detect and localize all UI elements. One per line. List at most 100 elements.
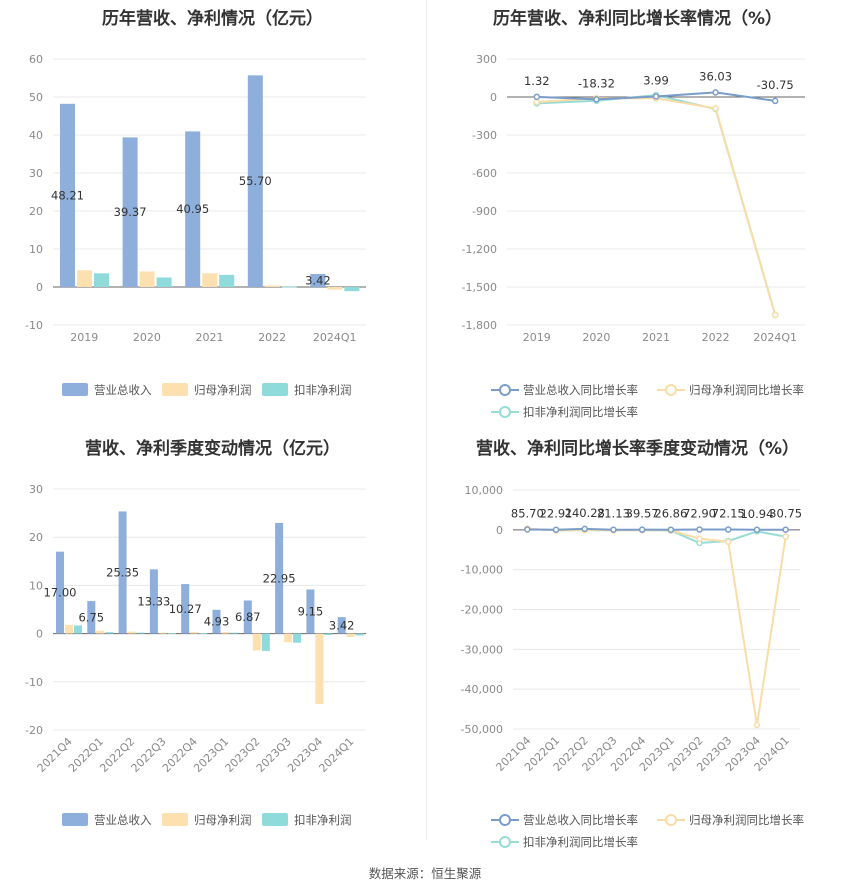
bar (337, 617, 346, 634)
data-point (712, 89, 719, 96)
data-label: 10.27 (169, 602, 202, 616)
bar (158, 632, 167, 634)
data-point (696, 535, 703, 542)
data-point (782, 526, 789, 533)
data-point (610, 526, 617, 533)
legend-marker (665, 814, 677, 826)
bar (202, 273, 218, 287)
data-label: 13.33 (137, 594, 170, 608)
data-point (638, 526, 646, 533)
x-tick-label: 2020 (133, 331, 161, 344)
legend-label: 扣非净利润 (294, 813, 352, 827)
legend-swatch (62, 383, 88, 396)
bar (199, 633, 208, 634)
y-tick-label: 20 (29, 531, 43, 544)
data-point (667, 526, 675, 533)
data-point (652, 93, 660, 100)
series-line (527, 527, 786, 531)
legend-label: 归母净利润 (194, 383, 252, 397)
bar (355, 633, 364, 636)
bar (219, 274, 235, 287)
bar (252, 633, 261, 651)
y-tick-label: 30 (29, 483, 43, 496)
annual-amount-plot: -10 0 10 20 30 40 50 60 2019 48.21 2020 39.37 2021 40… (25, 53, 366, 397)
data-label: 48.21 (51, 188, 84, 202)
y-tick-label: 0 (490, 91, 497, 104)
annual-growth-chart: 历年营收、净利同比增长率情况（%） 300 0 -300 -600 -900 -1,200… (425, 0, 850, 430)
x-tick-label: 2020 (582, 331, 610, 344)
bar (156, 277, 172, 287)
bar (190, 632, 199, 634)
data-label: 21.13 (597, 507, 630, 521)
y-tick-label: -50,000 (461, 723, 503, 736)
legend-marker (499, 384, 511, 396)
series-line (527, 527, 787, 726)
bar (344, 287, 360, 292)
legend-marker (499, 814, 511, 826)
data-label: 17.00 (44, 586, 77, 600)
y-tick-label: 40 (29, 129, 43, 142)
bar (230, 632, 239, 634)
bar (221, 632, 230, 634)
y-tick-label: -20,000 (461, 604, 503, 617)
legend-label: 归母净利润同比增长率 (689, 383, 804, 397)
bar (310, 274, 326, 287)
data-label: 240.28 (565, 506, 605, 520)
x-tick-label: 2024Q1 (313, 331, 357, 344)
data-label: 3.42 (329, 618, 355, 632)
y-tick-label: -10 (25, 676, 43, 689)
x-tick-label: 2021 (642, 331, 670, 344)
y-tick-label: 0 (496, 524, 503, 537)
x-tick-label: 2022 (702, 331, 730, 344)
data-label: 3.42 (305, 274, 331, 288)
y-tick-label: 0 (36, 281, 43, 294)
data-label: 72.90 (683, 507, 716, 521)
bar (264, 285, 280, 287)
data-point (725, 538, 732, 546)
bar (281, 286, 297, 288)
bar (60, 103, 75, 287)
legend-marker (499, 406, 511, 418)
bar (324, 633, 333, 636)
data-label: 85.70 (511, 506, 544, 520)
data-point (696, 526, 703, 533)
data-label: 36.03 (699, 69, 732, 83)
bar (122, 137, 138, 287)
x-tick-label: 2019 (70, 331, 98, 344)
data-label: 72.15 (712, 507, 745, 521)
bar (139, 271, 155, 287)
bar (284, 633, 293, 643)
legend-label: 营业总收入同比增长率 (523, 383, 638, 397)
quarterly-growth-plot: 10,000 0 -10,000 -20,000 -30,000 -40,000 -50,0… (461, 484, 804, 849)
data-point (581, 525, 588, 533)
quarterly-amount-chart: 营收、净利季度变动情况（亿元） -20 -10 0 10 20 30 2021Q4 17.00… (0, 430, 425, 860)
bar (118, 511, 127, 634)
legend-label: 扣非净利润 (294, 383, 352, 397)
bar (74, 625, 82, 634)
data-label: 6.75 (78, 610, 104, 624)
bar (185, 131, 201, 287)
data-point (771, 311, 779, 319)
data-label: 9.15 (298, 605, 324, 619)
y-tick-label: 30 (29, 167, 43, 180)
y-tick-label: 50 (29, 91, 43, 104)
bar (136, 632, 145, 634)
bar (212, 609, 221, 634)
x-tick-label: 2019 (523, 331, 551, 344)
y-tick-label: -10,000 (461, 564, 503, 577)
legend-label: 扣非净利润同比增长率 (523, 835, 638, 849)
legend-swatch (162, 383, 188, 396)
data-label: 26.86 (654, 507, 687, 521)
bar (261, 633, 270, 651)
quarterly-growth-chart: 营收、净利同比增长率季度变动情况（%） 10,000 0 -10,000 -20,00… (425, 430, 850, 860)
data-label: -18.32 (578, 76, 615, 90)
x-tick-label: 2022 (258, 331, 286, 344)
y-tick-label: -10 (25, 319, 43, 332)
data-point (533, 98, 541, 106)
data-label: 55.70 (239, 174, 272, 188)
data-point (552, 526, 560, 533)
y-tick-label: 10 (29, 579, 43, 592)
x-tick-label: 2024Q1 (753, 331, 797, 344)
chart-title: 营收、净利同比增长率季度变动情况（%） (475, 439, 800, 459)
bar (327, 287, 343, 290)
